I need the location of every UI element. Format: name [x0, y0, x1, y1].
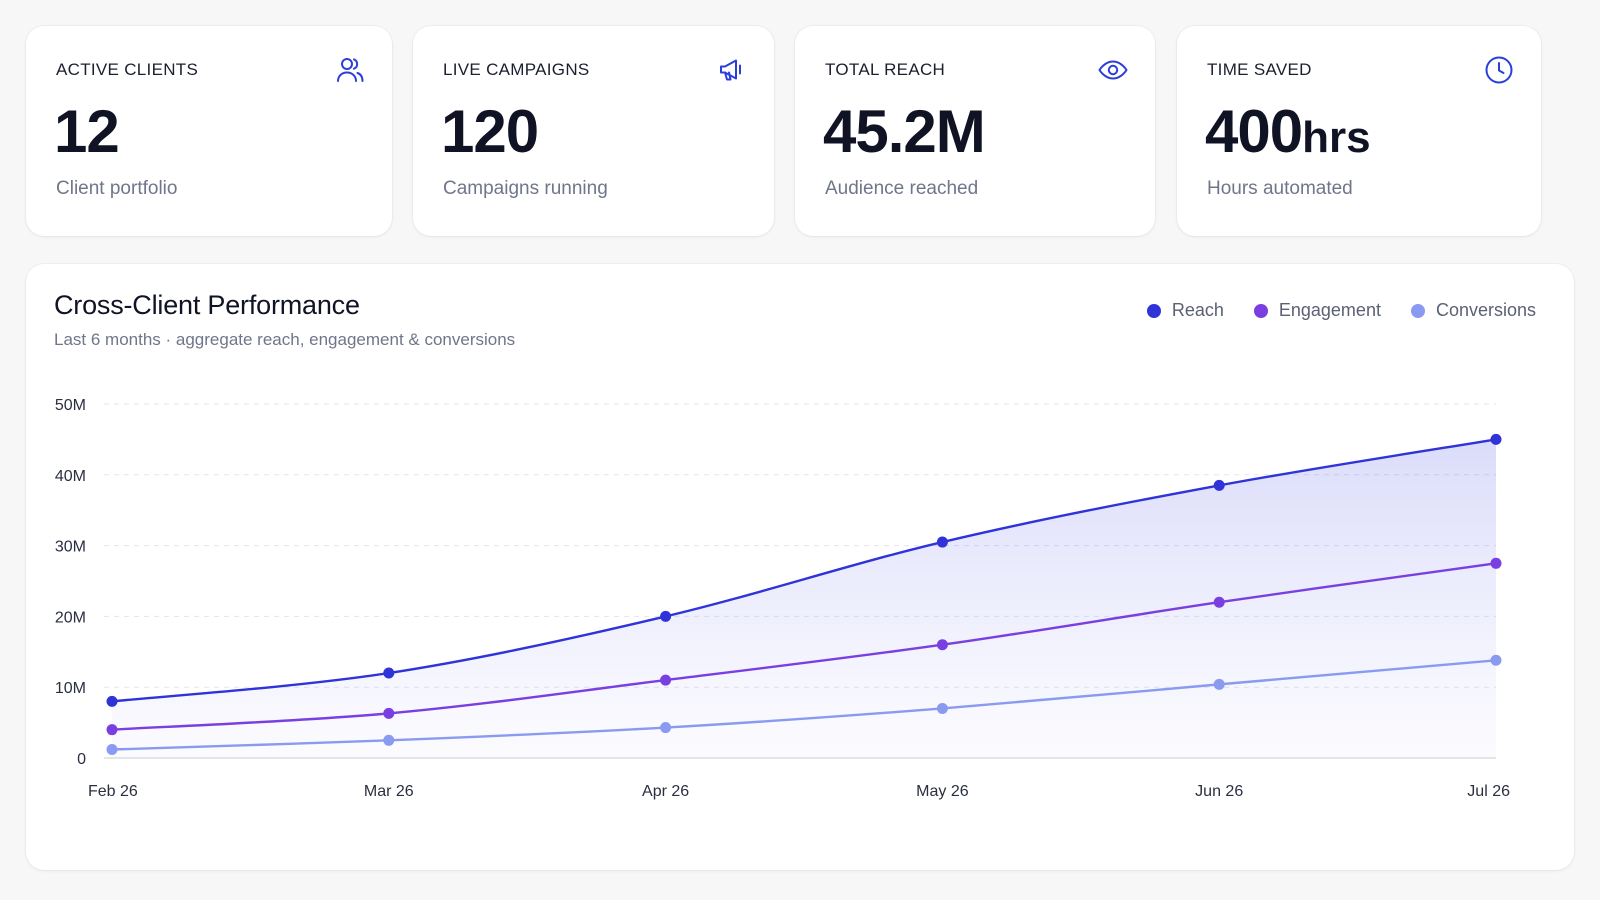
data-point-conversions[interactable]	[383, 734, 395, 746]
kpi-row: ACTIVE CLIENTS 12 Client portfolio LIVE …	[26, 26, 1574, 238]
kpi-sublabel: Campaigns running	[443, 178, 608, 199]
chart-title: Cross-Client Performance	[54, 290, 360, 320]
data-point-reach[interactable]	[936, 536, 948, 548]
x-tick-label: Jun 26	[1195, 783, 1243, 800]
kpi-sublabel: Client portfolio	[56, 178, 178, 199]
x-tick-label: Apr 26	[642, 783, 689, 800]
series-line-conversions	[110, 659, 1498, 751]
kpi-label: ACTIVE CLIENTS	[56, 60, 199, 79]
data-point-conversions[interactable]	[660, 722, 672, 734]
kpi-card-total-reach[interactable]: TOTAL REACH 45.2M Audience reached	[795, 26, 1155, 236]
y-tick-label: 20M	[55, 609, 86, 626]
kpi-card-active-clients[interactable]: ACTIVE CLIENTS 12 Client portfolio	[26, 26, 392, 236]
legend-dot-icon	[1253, 303, 1268, 318]
performance-chart: 0 10M 20M 30M 40M 50M Feb 26 Mar 26 Apr 26 May 26…	[55, 397, 1510, 800]
kpi-label: LIVE CAMPAIGNS	[443, 60, 590, 79]
data-point-reach[interactable]	[1213, 479, 1225, 491]
x-tick-label: Jul 26	[1467, 783, 1510, 800]
data-point-reach[interactable]	[106, 695, 118, 707]
y-tick-label: 30M	[55, 539, 86, 556]
x-tick-label: Feb 26	[88, 783, 138, 800]
kpi-value: 400hrs	[1205, 98, 1371, 165]
legend-item-conversions[interactable]: Conversions	[1410, 300, 1536, 321]
megaphone-icon	[716, 54, 748, 86]
legend-label: Reach	[1171, 300, 1224, 320]
y-tick-label: 50M	[55, 397, 86, 414]
legend-item-engagement[interactable]: Engagement	[1253, 300, 1381, 321]
x-tick-label: Mar 26	[364, 783, 414, 800]
performance-chart-card: 0 10M 20M 30M 40M 50M Feb 26 Mar 26 Apr 26 May 26…	[26, 264, 1574, 870]
kpi-sublabel: Audience reached	[825, 178, 979, 199]
chart-legend: Reach Engagement Conversions	[1146, 300, 1536, 321]
kpi-value: 120	[441, 98, 539, 165]
series-line-reach	[110, 438, 1498, 703]
data-point-conversions[interactable]	[106, 744, 118, 756]
y-tick-label: 40M	[55, 468, 86, 485]
users-icon	[334, 54, 366, 86]
data-point-conversions[interactable]	[936, 702, 948, 714]
series-line-engagement	[110, 562, 1498, 731]
data-point-engagement[interactable]	[383, 707, 395, 719]
legend-item-reach[interactable]: Reach	[1146, 300, 1224, 321]
legend-label: Engagement	[1278, 300, 1381, 320]
data-point-reach[interactable]	[383, 667, 395, 679]
series-area-reach	[112, 439, 1496, 758]
data-point-reach[interactable]	[660, 610, 672, 622]
data-point-reach[interactable]	[1490, 433, 1502, 445]
data-point-conversions[interactable]	[1490, 654, 1502, 666]
y-tick-label: 10M	[55, 680, 86, 697]
chart-subtitle: Last 6 months · aggregate reach, engagem…	[54, 330, 516, 349]
data-point-engagement[interactable]	[660, 674, 672, 686]
y-tick-label: 0	[77, 751, 86, 768]
eye-icon	[1097, 54, 1129, 86]
x-tick-label: May 26	[916, 783, 969, 800]
legend-dot-icon	[1146, 303, 1161, 318]
kpi-value: 12	[54, 98, 120, 165]
data-point-conversions[interactable]	[1213, 678, 1225, 690]
clock-icon	[1483, 54, 1515, 86]
kpi-value: 45.2M	[823, 98, 986, 165]
kpi-label: TOTAL REACH	[825, 60, 946, 79]
data-point-engagement[interactable]	[936, 639, 948, 651]
legend-label: Conversions	[1435, 300, 1536, 320]
kpi-sublabel: Hours automated	[1207, 178, 1353, 199]
legend-dot-icon	[1410, 303, 1425, 318]
kpi-label: TIME SAVED	[1207, 60, 1312, 79]
data-point-engagement[interactable]	[1490, 557, 1502, 569]
data-point-engagement[interactable]	[1213, 596, 1225, 608]
kpi-card-time-saved[interactable]: TIME SAVED 400hrs Hours automated	[1177, 26, 1541, 236]
data-point-engagement[interactable]	[106, 724, 118, 736]
kpi-card-live-campaigns[interactable]: LIVE CAMPAIGNS 120 Campaigns running	[413, 26, 774, 236]
